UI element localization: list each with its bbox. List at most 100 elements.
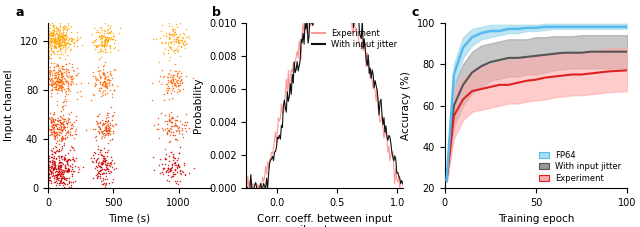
Point — [47, 160, 58, 163]
Point — [59, 141, 69, 145]
Point — [49, 137, 59, 140]
Point — [52, 71, 63, 75]
Point — [57, 172, 67, 176]
Point — [49, 65, 59, 68]
Point — [99, 93, 109, 96]
Point — [51, 169, 61, 173]
Point — [170, 31, 180, 34]
Point — [111, 123, 121, 126]
Point — [44, 172, 54, 175]
Point — [48, 160, 58, 163]
Point — [55, 86, 65, 89]
X-axis label: Time (s): Time (s) — [109, 214, 150, 224]
Point — [102, 177, 112, 181]
Point — [45, 161, 56, 164]
Point — [51, 40, 61, 43]
Point — [46, 121, 56, 124]
Point — [159, 99, 169, 102]
Point — [97, 129, 108, 133]
Point — [62, 125, 72, 128]
Point — [93, 130, 104, 133]
Point — [161, 126, 172, 130]
Point — [113, 49, 123, 52]
Point — [48, 122, 58, 126]
Point — [51, 124, 61, 127]
Point — [58, 81, 68, 84]
Point — [55, 167, 65, 170]
Point — [92, 177, 102, 180]
Point — [56, 168, 67, 171]
Point — [53, 119, 63, 123]
Point — [52, 132, 62, 136]
Point — [44, 149, 54, 153]
Point — [172, 170, 182, 173]
Point — [102, 129, 112, 132]
Point — [175, 179, 185, 183]
Point — [73, 170, 83, 174]
Point — [47, 123, 57, 127]
Point — [50, 42, 60, 45]
Point — [91, 164, 101, 167]
Point — [45, 52, 55, 55]
Point — [103, 133, 113, 136]
Point — [52, 42, 63, 46]
Point — [96, 161, 106, 165]
Point — [60, 182, 70, 186]
Point — [45, 165, 56, 168]
Point — [165, 73, 175, 76]
Point — [51, 26, 61, 30]
Point — [52, 167, 63, 170]
Point — [51, 103, 61, 107]
Point — [59, 143, 69, 147]
Point — [97, 36, 107, 40]
Point — [177, 186, 188, 190]
Point — [108, 178, 118, 181]
Point — [95, 81, 106, 84]
Point — [164, 179, 174, 183]
Point — [57, 75, 67, 79]
Point — [45, 133, 55, 137]
Point — [177, 123, 188, 126]
Point — [44, 166, 54, 169]
Point — [173, 127, 183, 130]
Point — [88, 127, 98, 131]
Point — [96, 43, 106, 47]
Point — [50, 75, 60, 79]
Point — [161, 130, 172, 133]
Point — [164, 168, 175, 171]
Point — [56, 125, 67, 128]
Point — [102, 151, 112, 154]
Point — [58, 117, 68, 121]
Point — [63, 168, 73, 172]
Point — [98, 71, 108, 75]
Point — [51, 173, 61, 177]
Point — [162, 91, 172, 95]
Point — [173, 162, 184, 166]
Point — [148, 37, 158, 41]
Point — [55, 23, 65, 26]
Point — [110, 67, 120, 71]
Point — [60, 156, 70, 160]
Point — [173, 40, 183, 43]
Point — [95, 80, 105, 84]
Point — [60, 25, 70, 28]
Point — [105, 161, 115, 165]
Point — [97, 131, 107, 134]
Point — [58, 180, 68, 184]
Point — [45, 33, 55, 37]
Point — [53, 68, 63, 72]
Point — [177, 127, 187, 130]
Point — [52, 80, 62, 83]
Point — [52, 154, 63, 158]
Point — [172, 124, 182, 127]
Point — [49, 41, 60, 44]
Point — [49, 112, 59, 116]
Point — [92, 121, 102, 124]
Point — [180, 172, 190, 176]
Point — [173, 164, 183, 167]
Point — [163, 166, 173, 170]
Point — [50, 144, 60, 148]
Point — [164, 129, 174, 133]
Point — [98, 44, 108, 47]
Point — [56, 156, 67, 159]
